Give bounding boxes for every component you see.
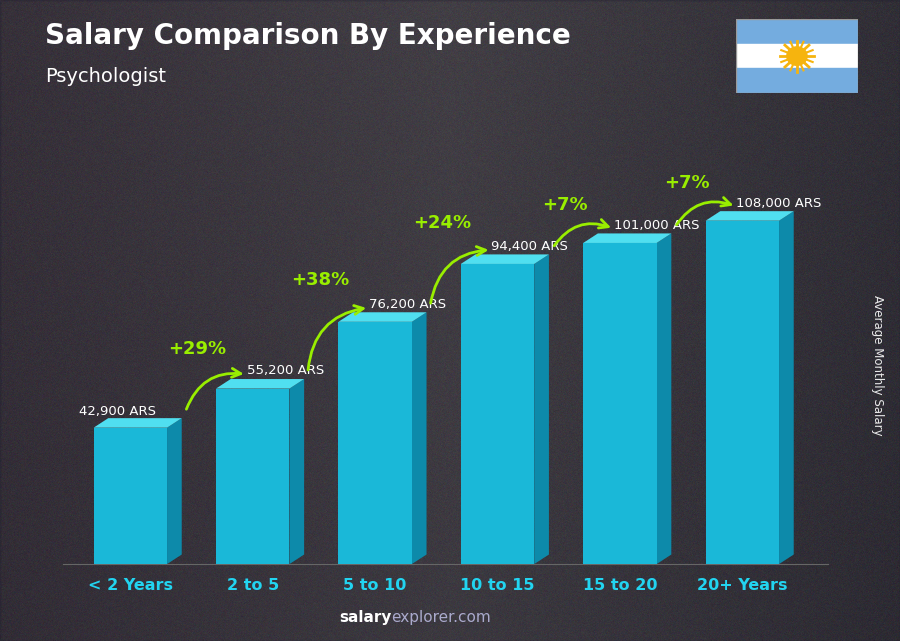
- Bar: [338, 322, 412, 564]
- Text: 94,400 ARS: 94,400 ARS: [491, 240, 568, 253]
- Polygon shape: [94, 418, 182, 428]
- Polygon shape: [338, 312, 427, 322]
- Text: salary: salary: [339, 610, 392, 625]
- Bar: [461, 264, 535, 564]
- Bar: [736, 44, 858, 68]
- Polygon shape: [657, 233, 671, 564]
- Text: +38%: +38%: [291, 271, 349, 290]
- Text: 42,900 ARS: 42,900 ARS: [79, 405, 156, 418]
- Circle shape: [787, 47, 807, 65]
- Bar: [736, 68, 858, 93]
- Bar: [583, 243, 657, 564]
- Text: 55,200 ARS: 55,200 ARS: [247, 365, 324, 378]
- Text: +29%: +29%: [168, 340, 227, 358]
- Polygon shape: [216, 379, 304, 388]
- Polygon shape: [167, 418, 182, 564]
- Polygon shape: [412, 312, 427, 564]
- Text: Psychologist: Psychologist: [45, 67, 166, 87]
- Text: 76,200 ARS: 76,200 ARS: [369, 297, 446, 311]
- Text: +7%: +7%: [664, 174, 710, 192]
- Polygon shape: [706, 211, 794, 221]
- Bar: [736, 19, 858, 44]
- Text: Salary Comparison By Experience: Salary Comparison By Experience: [45, 22, 571, 51]
- Bar: [216, 388, 290, 564]
- Polygon shape: [583, 233, 671, 243]
- Polygon shape: [461, 254, 549, 264]
- Bar: [94, 428, 167, 564]
- Bar: [706, 221, 779, 564]
- Polygon shape: [535, 254, 549, 564]
- Polygon shape: [779, 211, 794, 564]
- Text: Average Monthly Salary: Average Monthly Salary: [871, 295, 884, 436]
- Text: 101,000 ARS: 101,000 ARS: [614, 219, 699, 232]
- Text: explorer.com: explorer.com: [392, 610, 491, 625]
- Text: +24%: +24%: [413, 214, 472, 232]
- Text: 108,000 ARS: 108,000 ARS: [736, 197, 822, 210]
- Polygon shape: [290, 379, 304, 564]
- Text: +7%: +7%: [542, 196, 588, 214]
